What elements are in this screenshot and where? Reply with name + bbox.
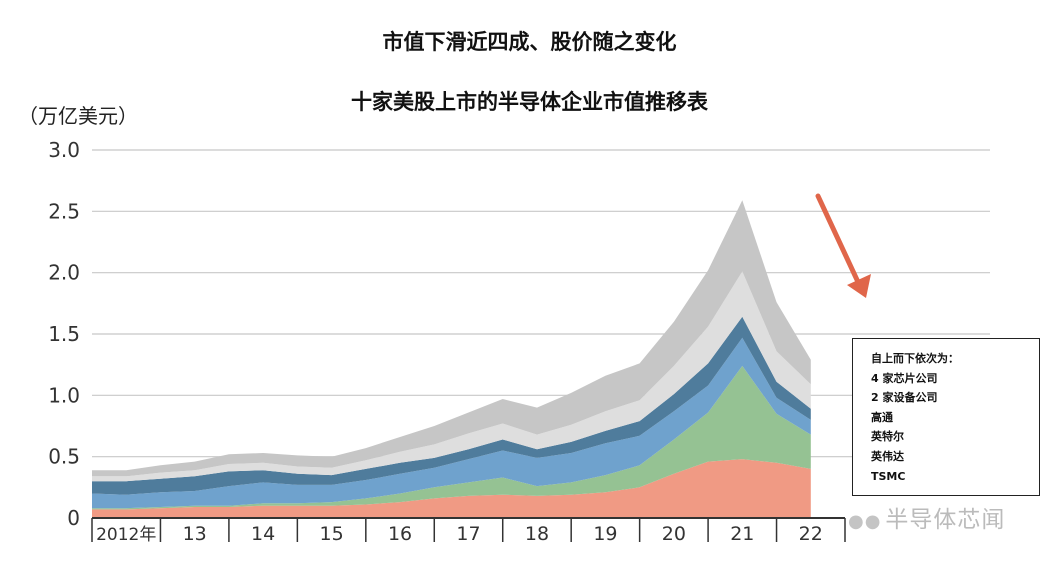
- y-axis-unit-label: （万亿美元）: [18, 104, 138, 128]
- x-tick-label: 2012年: [96, 525, 156, 545]
- x-tick-label: 16: [388, 523, 412, 545]
- area-series-3: [92, 316, 811, 495]
- x-tick-label: 17: [456, 523, 480, 545]
- arrow-head: [847, 274, 871, 298]
- y-tick-label: 1.0: [48, 383, 80, 407]
- y-tick-label: 3.0: [48, 138, 80, 162]
- x-tick-label: 20: [662, 523, 686, 545]
- x-tick-label: 13: [183, 523, 207, 545]
- chart-title: 市值下滑近四成、股价随之变化: [382, 30, 677, 54]
- legend-item-tsmc: TSMC: [871, 469, 906, 483]
- x-tick-label: 22: [799, 523, 823, 545]
- y-tick-label: 0.5: [48, 445, 80, 469]
- legend-heading: 自上而下依次为：: [871, 352, 959, 365]
- x-tick-label: 18: [525, 523, 549, 545]
- arrow-shaft: [815, 193, 861, 285]
- x-axis-ticks: 2012年 13 14 15 16 17 18 19 20 21 22: [96, 523, 823, 545]
- wechat-icon: ●●: [848, 511, 882, 532]
- x-axis: [91, 517, 846, 542]
- legend-item-equip2: 2 家设备公司: [871, 391, 938, 405]
- x-tick-label: 14: [251, 523, 275, 545]
- chart-subtitle: 十家美股上市的半导体企业市值推移表: [351, 90, 708, 114]
- x-tick-label: 19: [593, 523, 617, 545]
- y-axis-ticks: 0 0.5 1.0 1.5 2.0 2.5 3.0: [48, 138, 80, 530]
- area-series-2: [92, 337, 811, 509]
- area-series-1: [92, 365, 811, 510]
- area-series-group: [92, 200, 811, 518]
- x-tick-label: 15: [319, 523, 343, 545]
- area-series-0: [92, 459, 811, 518]
- area-series-5: [92, 200, 811, 477]
- legend-item-qualcomm: 高通: [871, 410, 893, 424]
- x-tick-label: 21: [730, 523, 754, 545]
- down-trend-arrow-icon: [815, 193, 871, 298]
- y-tick-label: 2.5: [48, 199, 80, 223]
- gridlines: [92, 149, 990, 458]
- y-tick-label: 0: [67, 506, 80, 530]
- legend-item-chips4: 4 家芯片公司: [871, 371, 938, 385]
- legend-item-intel: 英特尔: [871, 430, 904, 444]
- watermark-text: 半导体芯闻: [885, 507, 1006, 533]
- area-series-4: [92, 271, 811, 482]
- legend-box: 自上而下依次为： 4 家芯片公司 2 家设备公司 高通 英特尔 英伟达 TSMC: [852, 338, 1040, 496]
- legend-item-nvidia: 英伟达: [871, 449, 904, 463]
- watermark: ●● 半导体芯闻: [848, 500, 1005, 534]
- y-tick-label: 2.0: [48, 261, 80, 285]
- y-tick-label: 1.5: [48, 322, 80, 346]
